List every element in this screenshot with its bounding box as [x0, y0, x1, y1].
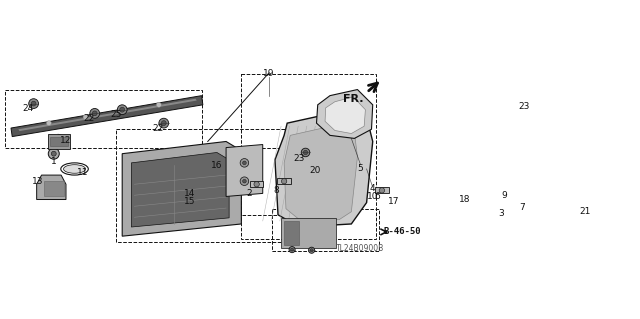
Circle shape — [492, 188, 498, 193]
Text: 8: 8 — [273, 186, 279, 195]
Circle shape — [289, 247, 295, 253]
Polygon shape — [19, 99, 196, 131]
Circle shape — [379, 188, 385, 193]
Polygon shape — [277, 178, 291, 184]
Text: 3: 3 — [498, 209, 504, 218]
Circle shape — [120, 108, 125, 113]
Circle shape — [459, 191, 464, 196]
Polygon shape — [325, 97, 365, 134]
Circle shape — [161, 121, 166, 126]
Text: 7: 7 — [520, 203, 525, 212]
Text: 25: 25 — [111, 110, 122, 119]
Circle shape — [92, 111, 97, 116]
Circle shape — [29, 99, 38, 108]
Circle shape — [291, 248, 294, 251]
Text: 17: 17 — [388, 197, 400, 206]
Polygon shape — [375, 187, 388, 193]
Circle shape — [31, 101, 36, 106]
Polygon shape — [454, 190, 468, 197]
Circle shape — [520, 98, 525, 102]
Circle shape — [243, 161, 246, 165]
Circle shape — [282, 179, 287, 184]
Polygon shape — [281, 218, 336, 249]
Text: 18: 18 — [459, 195, 470, 204]
Text: 19: 19 — [263, 69, 275, 78]
Circle shape — [48, 148, 60, 159]
Circle shape — [243, 179, 246, 183]
Text: FR.: FR. — [343, 94, 364, 104]
Text: TL24B0900B: TL24B0900B — [337, 244, 385, 253]
Text: 15: 15 — [184, 197, 195, 206]
Text: 23: 23 — [294, 154, 305, 163]
Text: 9: 9 — [501, 191, 507, 200]
Text: 14: 14 — [184, 189, 195, 198]
Circle shape — [156, 102, 161, 107]
Text: 5: 5 — [358, 165, 364, 174]
Ellipse shape — [63, 165, 86, 173]
Polygon shape — [131, 152, 229, 227]
Text: 21: 21 — [580, 207, 591, 216]
Circle shape — [120, 107, 125, 112]
Circle shape — [511, 200, 516, 205]
Text: 22: 22 — [152, 123, 163, 132]
Circle shape — [392, 192, 402, 201]
Text: 2: 2 — [246, 189, 252, 198]
Polygon shape — [483, 206, 495, 212]
Polygon shape — [507, 199, 520, 206]
Text: 13: 13 — [32, 177, 44, 186]
Circle shape — [51, 151, 56, 156]
Circle shape — [577, 203, 584, 209]
Circle shape — [303, 150, 308, 155]
Text: 20: 20 — [309, 166, 321, 175]
Polygon shape — [50, 137, 68, 146]
Text: 6: 6 — [375, 192, 381, 201]
Text: B-46-50: B-46-50 — [384, 227, 421, 236]
Polygon shape — [44, 181, 63, 197]
Circle shape — [310, 249, 313, 252]
Text: 10: 10 — [367, 192, 378, 201]
Circle shape — [486, 206, 492, 211]
Text: 1: 1 — [51, 157, 57, 166]
Text: 23: 23 — [518, 101, 529, 111]
Polygon shape — [284, 221, 300, 245]
Text: 16: 16 — [211, 161, 223, 170]
Polygon shape — [47, 134, 70, 149]
Circle shape — [83, 115, 88, 120]
Polygon shape — [122, 141, 241, 236]
Text: 4: 4 — [370, 184, 376, 193]
Polygon shape — [284, 124, 358, 220]
Circle shape — [308, 247, 315, 253]
Text: 12: 12 — [60, 136, 72, 145]
Circle shape — [47, 121, 51, 126]
Circle shape — [254, 182, 259, 187]
Text: 11: 11 — [77, 167, 88, 176]
Polygon shape — [226, 145, 263, 197]
Polygon shape — [250, 181, 263, 187]
Circle shape — [518, 96, 527, 104]
Circle shape — [240, 159, 249, 167]
Circle shape — [240, 177, 249, 185]
Polygon shape — [488, 187, 502, 193]
Polygon shape — [573, 202, 588, 209]
Text: 22: 22 — [83, 114, 94, 123]
Text: 24: 24 — [22, 104, 33, 113]
Polygon shape — [275, 110, 372, 227]
Circle shape — [159, 118, 169, 128]
Circle shape — [90, 108, 100, 118]
Circle shape — [301, 148, 310, 157]
Polygon shape — [317, 90, 372, 138]
Circle shape — [117, 105, 127, 115]
Polygon shape — [11, 96, 203, 137]
Polygon shape — [36, 175, 66, 199]
